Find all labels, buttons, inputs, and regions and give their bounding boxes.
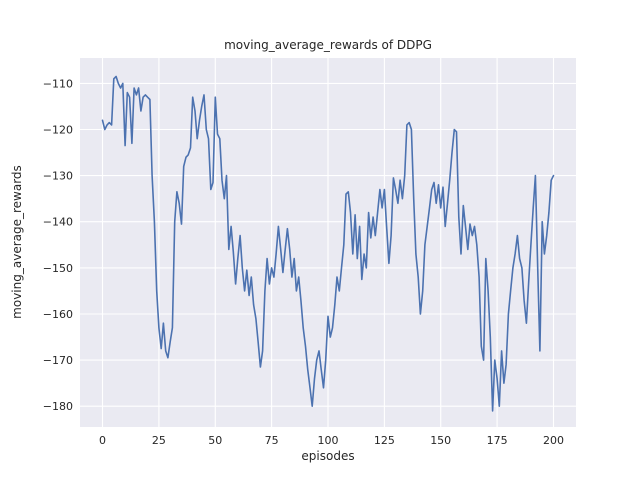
x-tick-label: 75: [265, 434, 279, 447]
y-tick-label: −170: [43, 354, 73, 367]
y-tick-label: −180: [43, 400, 73, 413]
y-tick-label: −110: [43, 77, 73, 90]
x-tick-label: 50: [208, 434, 222, 447]
y-tick-label: −130: [43, 170, 73, 183]
x-tick-label: 150: [430, 434, 451, 447]
x-tick-label: 100: [318, 434, 339, 447]
x-tick-label: 125: [374, 434, 395, 447]
chart-title: moving_average_rewards of DDPG: [224, 38, 432, 52]
series-line: [101, 75, 555, 412]
x-tick-label: 175: [487, 434, 508, 447]
y-axis-label: moving_average_rewards: [10, 165, 24, 319]
y-tick-label: −140: [43, 216, 73, 229]
x-tick-label: 200: [543, 434, 564, 447]
y-tick-label: −160: [43, 308, 73, 321]
x-axis-label: episodes: [301, 449, 355, 463]
x-tick-label: 25: [152, 434, 166, 447]
y-tick-label: −120: [43, 124, 73, 137]
y-tick-label: −150: [43, 262, 73, 275]
x-tick-label: 0: [99, 434, 106, 447]
